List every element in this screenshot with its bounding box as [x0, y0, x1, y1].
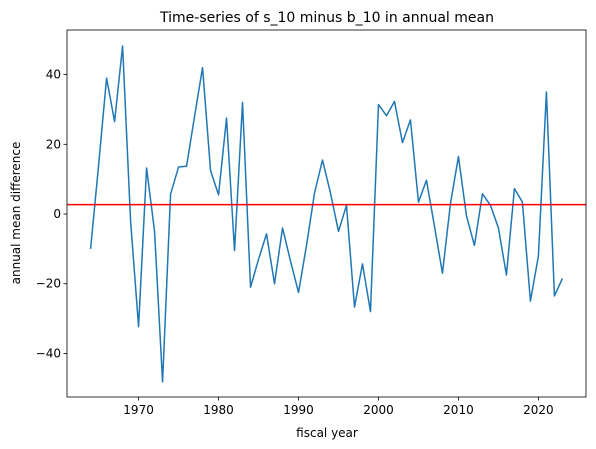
series-line-0 — [89, 45, 564, 383]
x-tick-label: 1980 — [203, 403, 234, 417]
axes-frame — [66, 29, 587, 398]
x-tick-label: 2000 — [363, 403, 394, 417]
chart-title: Time-series of s_10 minus b_10 in annual… — [159, 10, 494, 26]
x-tick-label: 2010 — [443, 403, 474, 417]
x-tick-label: 2020 — [523, 403, 554, 417]
y-tick-label: 40 — [46, 68, 61, 82]
x-tick-label: 1970 — [123, 403, 154, 417]
x-tick-label: 1990 — [283, 403, 314, 417]
axis-ticks: 1970 1980 1990 2000 2010 2020 −40 −20 0 20 40 — [36, 68, 554, 417]
y-tick-label: −40 — [36, 346, 61, 360]
y-axis-label: annual mean difference — [9, 142, 23, 285]
y-tick-label: 20 — [46, 137, 61, 151]
y-tick-label: −20 — [36, 277, 61, 291]
x-axis-label: fiscal year — [296, 426, 358, 440]
plot-area — [66, 29, 587, 398]
y-tick-label: 0 — [53, 207, 61, 221]
